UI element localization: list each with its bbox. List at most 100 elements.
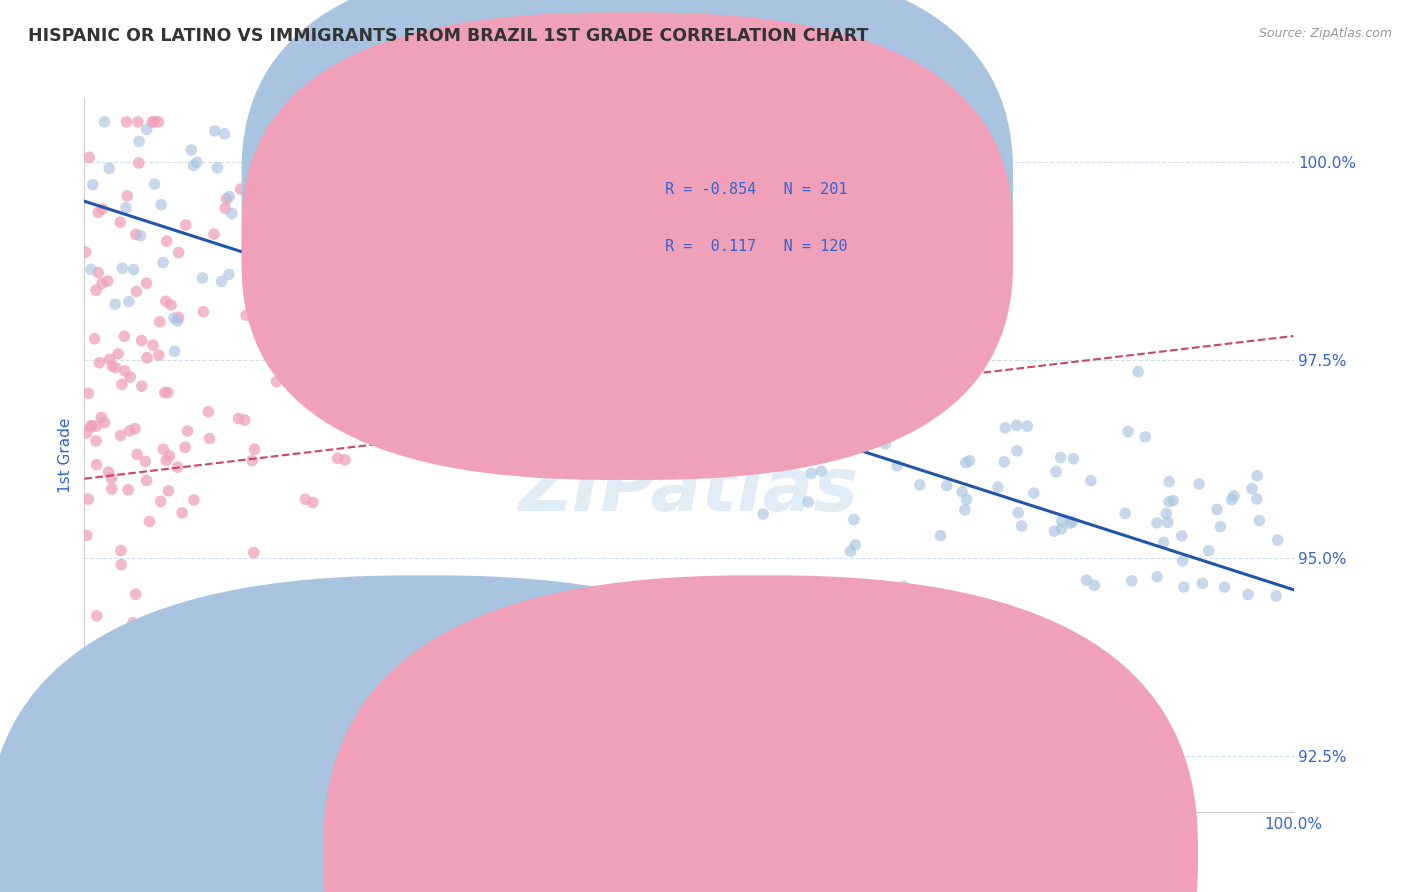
Point (437, 356, 460, 370)
Point (202, 227, 225, 241)
Point (86, 709, 108, 723)
Point (221, 206, 243, 220)
Point (294, 492, 316, 507)
Point (1011, 519, 1033, 533)
Point (163, 344, 186, 359)
Point (1171, 554, 1194, 568)
Point (789, 412, 811, 426)
Point (924, 361, 946, 376)
Point (148, 115, 170, 129)
Point (707, 440, 730, 454)
Point (1191, 576, 1213, 591)
Point (87, 205, 110, 219)
Point (595, 301, 617, 316)
Point (405, 115, 427, 129)
Point (107, 347, 129, 361)
Point (1114, 507, 1136, 521)
Point (229, 182, 252, 196)
Point (569, 433, 592, 447)
Point (157, 483, 180, 498)
Point (278, 115, 301, 129)
Point (384, 411, 406, 425)
Point (174, 440, 197, 454)
Point (706, 366, 728, 380)
Point (301, 495, 323, 509)
Point (298, 211, 321, 226)
Point (170, 506, 193, 520)
Point (153, 385, 176, 400)
Point (191, 271, 214, 285)
Point (262, 192, 284, 206)
Point (591, 251, 613, 265)
Point (93, 416, 115, 430)
Point (80, 418, 103, 433)
Point (298, 227, 321, 242)
Point (228, 411, 250, 425)
Point (1223, 489, 1246, 503)
Point (875, 437, 897, 451)
Point (197, 405, 219, 419)
Point (80, 262, 103, 277)
Point (1157, 516, 1180, 530)
Point (84, 283, 107, 297)
Point (176, 424, 198, 438)
Point (516, 328, 538, 343)
Point (124, 422, 146, 436)
Point (127, 115, 149, 129)
Point (987, 480, 1010, 494)
Point (111, 261, 134, 276)
Point (284, 178, 307, 193)
Point (110, 215, 132, 229)
Point (91, 202, 114, 216)
Point (101, 482, 124, 496)
Point (318, 363, 340, 377)
Point (249, 254, 271, 268)
Point (1049, 450, 1071, 465)
Point (160, 298, 183, 312)
Point (370, 115, 392, 129)
Point (135, 122, 157, 136)
Point (77, 386, 100, 401)
Point (807, 428, 830, 442)
Point (505, 426, 527, 441)
Text: HISPANIC OR LATINO VS IMMIGRANTS FROM BRAZIL 1ST GRADE CORRELATION CHART: HISPANIC OR LATINO VS IMMIGRANTS FROM BR… (28, 27, 869, 45)
Point (730, 452, 752, 467)
Point (1005, 418, 1028, 433)
Point (292, 324, 315, 338)
Point (541, 328, 564, 343)
Point (1059, 516, 1081, 531)
Point (110, 543, 132, 558)
Point (1126, 365, 1149, 379)
Point (128, 134, 150, 148)
Point (589, 221, 612, 235)
FancyBboxPatch shape (242, 0, 1012, 423)
Point (374, 351, 396, 366)
Point (1209, 519, 1232, 533)
Point (853, 394, 876, 409)
Point (844, 538, 866, 552)
Point (1050, 522, 1073, 536)
Point (117, 483, 139, 497)
Point (84, 419, 107, 434)
Point (725, 392, 748, 406)
Point (1220, 492, 1243, 507)
Point (1007, 506, 1029, 520)
Point (180, 143, 202, 157)
Point (695, 325, 717, 339)
Point (485, 252, 508, 266)
Point (543, 327, 565, 342)
Point (75, 245, 97, 260)
Point (1198, 543, 1220, 558)
Point (450, 259, 472, 273)
Point (122, 615, 145, 630)
Point (1080, 474, 1102, 488)
Point (950, 484, 973, 499)
Point (135, 277, 157, 291)
Point (929, 529, 952, 543)
Point (90, 410, 112, 425)
Text: Source: ZipAtlas.com: Source: ZipAtlas.com (1258, 27, 1392, 40)
Point (1159, 494, 1181, 508)
Point (423, 208, 446, 222)
FancyBboxPatch shape (242, 12, 1012, 480)
Point (143, 115, 166, 129)
